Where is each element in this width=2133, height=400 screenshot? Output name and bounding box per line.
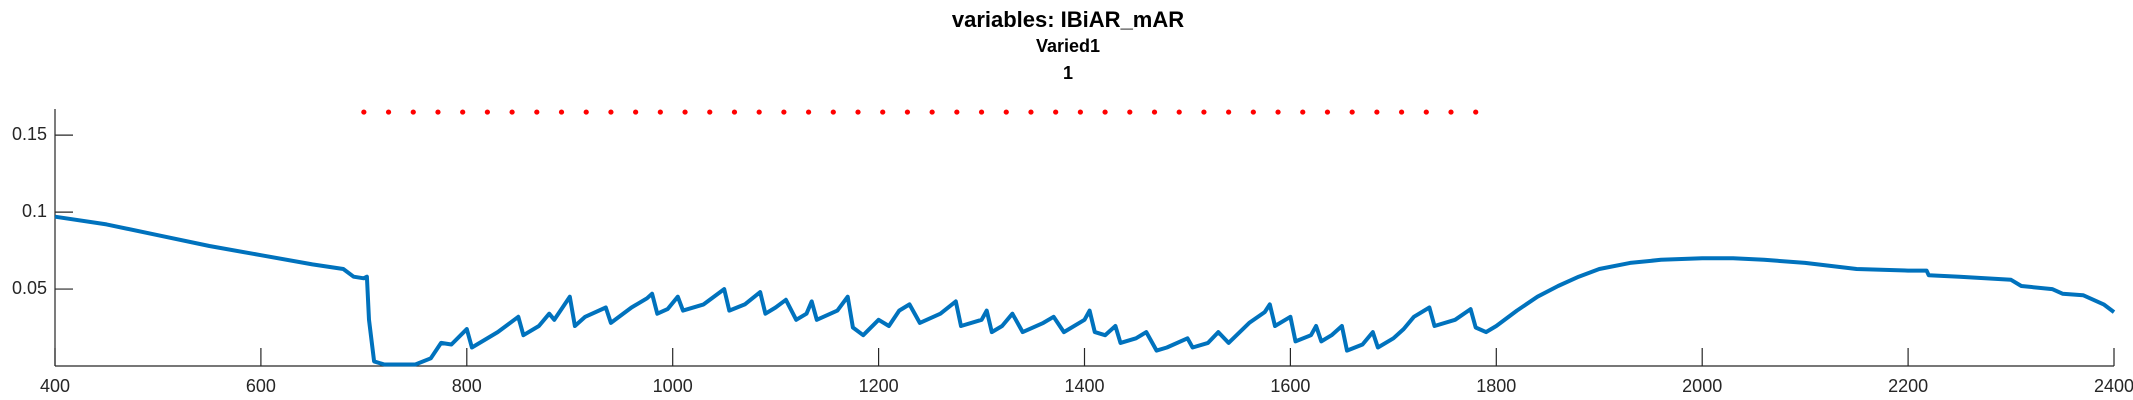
marker — [1053, 109, 1059, 115]
chart-title: variables: IBiAR_mAR — [952, 7, 1184, 32]
marker — [682, 109, 688, 115]
marker — [460, 109, 466, 115]
marker — [1300, 109, 1306, 115]
marker — [855, 109, 861, 115]
marker — [929, 109, 935, 115]
marker — [731, 109, 738, 115]
x-tick-label: 1800 — [1476, 376, 1516, 396]
x-tick-label: 2200 — [1888, 376, 1928, 396]
marker — [978, 109, 985, 115]
marker — [1423, 109, 1429, 115]
marker — [509, 109, 515, 115]
marker — [385, 109, 392, 115]
x-tick-label: 600 — [246, 376, 276, 396]
y-tick-label: 0.15 — [12, 124, 47, 144]
marker — [904, 109, 911, 115]
marker — [583, 109, 589, 115]
marker — [558, 109, 565, 115]
x-tick-label: 2000 — [1682, 376, 1722, 396]
marker — [781, 109, 787, 115]
marker — [1250, 109, 1256, 115]
marker — [361, 109, 367, 115]
marker — [484, 109, 490, 115]
marker — [608, 109, 614, 115]
marker — [1003, 109, 1009, 115]
y-tick-label: 0.05 — [12, 278, 47, 298]
marker — [954, 109, 960, 115]
marker — [880, 109, 886, 115]
marker — [1374, 109, 1380, 115]
marker — [805, 109, 812, 115]
marker — [1028, 109, 1034, 115]
marker — [1102, 109, 1108, 115]
marker — [1324, 109, 1331, 115]
marker — [1226, 109, 1232, 115]
marker — [657, 109, 663, 115]
marker — [1398, 109, 1405, 115]
chart-subtitle: Varied1 — [1036, 36, 1100, 56]
marker — [1473, 109, 1479, 115]
marker — [435, 109, 441, 115]
chart-subtitle: 1 — [1063, 63, 1073, 83]
marker — [410, 109, 416, 115]
marker — [1151, 109, 1158, 115]
x-tick-label: 800 — [452, 376, 482, 396]
y-tick-label: 0.1 — [22, 201, 47, 221]
x-tick-label: 400 — [40, 376, 70, 396]
x-tick-label: 1000 — [653, 376, 693, 396]
marker — [830, 109, 836, 115]
marker — [1077, 109, 1083, 115]
marker — [1127, 109, 1133, 115]
marker — [534, 109, 540, 115]
marker — [1349, 109, 1355, 115]
x-tick-label: 2400 — [2094, 376, 2133, 396]
x-tick-label: 1400 — [1064, 376, 1104, 396]
marker — [1201, 109, 1207, 115]
marker — [1176, 109, 1182, 115]
marker — [756, 109, 762, 115]
x-tick-label: 1200 — [859, 376, 899, 396]
marker — [707, 109, 713, 115]
line — [54, 214, 2116, 367]
x-tick-label: 1600 — [1270, 376, 1310, 396]
marker — [1275, 109, 1281, 115]
marker — [1448, 109, 1454, 115]
marker — [633, 109, 639, 115]
